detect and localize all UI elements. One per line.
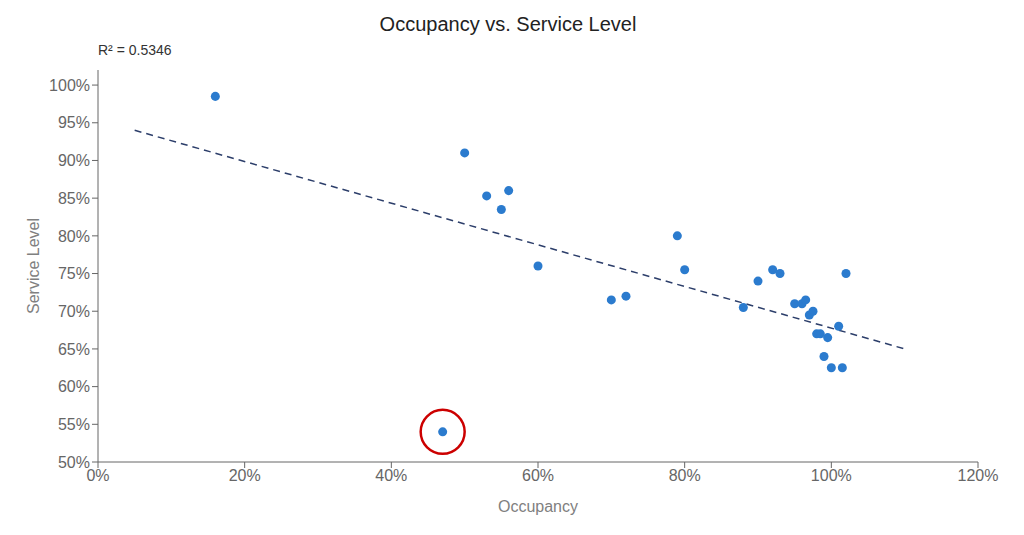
svg-text:0%: 0% xyxy=(86,467,110,485)
svg-text:85%: 85% xyxy=(58,190,90,207)
svg-text:65%: 65% xyxy=(58,341,90,358)
svg-text:90%: 90% xyxy=(58,152,90,169)
svg-text:120%: 120% xyxy=(958,467,999,484)
svg-text:Service Level: Service Level xyxy=(25,218,42,314)
svg-text:75%: 75% xyxy=(58,265,90,282)
svg-text:40%: 40% xyxy=(375,467,407,484)
html-text:R² = 0.5346: R² = 0.5346 xyxy=(98,42,172,58)
svg-text:100%: 100% xyxy=(49,77,90,94)
svg-text:80%: 80% xyxy=(669,467,701,484)
svg-text:60%: 60% xyxy=(58,378,90,395)
svg-text:70%: 70% xyxy=(58,303,90,320)
svg-text:55%: 55% xyxy=(58,416,90,433)
html-text:Occupancy vs. Service Level: Occupancy vs. Service Level xyxy=(379,13,637,35)
svg-text:50%: 50% xyxy=(58,454,90,471)
svg-text:60%: 60% xyxy=(522,467,554,484)
svg-text:80%: 80% xyxy=(58,228,90,245)
svg-text:Occupancy: Occupancy xyxy=(498,498,578,515)
svg-text:100%: 100% xyxy=(811,467,852,484)
svg-text:20%: 20% xyxy=(229,467,261,484)
svg-text:95%: 95% xyxy=(58,114,90,131)
